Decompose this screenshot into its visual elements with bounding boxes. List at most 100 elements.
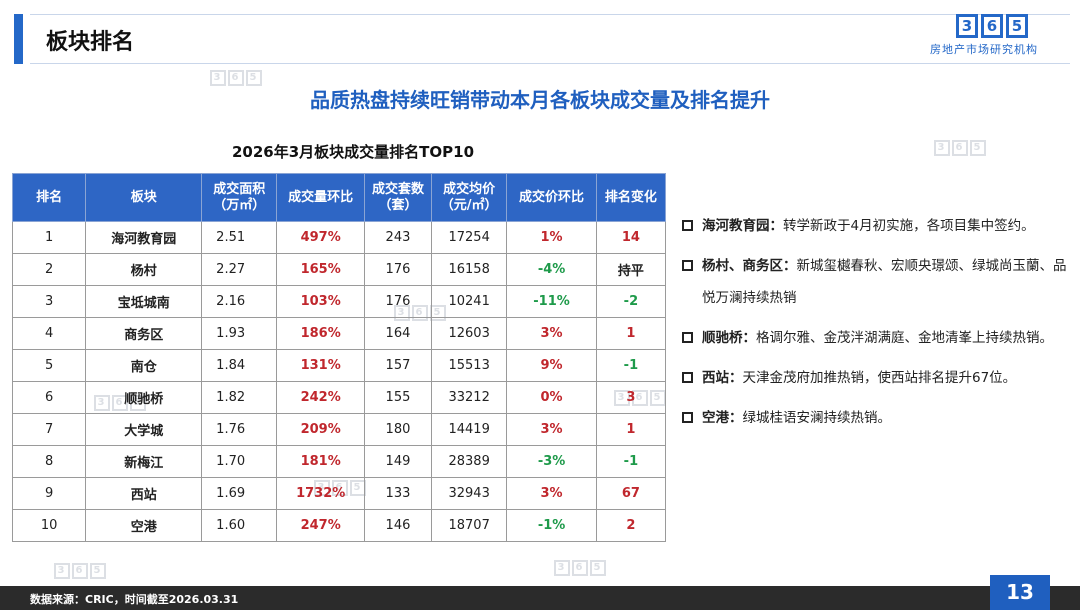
cell-block: 顺驰桥 — [85, 381, 203, 414]
table-header-cell: 成交均价 （元/㎡） — [431, 173, 508, 222]
cell-area: 1.69 — [201, 477, 278, 510]
cell-area: 2.27 — [201, 253, 278, 286]
cell-price: 15513 — [431, 349, 508, 382]
table-header-cell: 成交套数 （套） — [363, 173, 433, 222]
cell-area: 1.84 — [201, 349, 278, 382]
logo-digit: 5 — [1006, 14, 1028, 38]
cell-rank-change: -1 — [595, 349, 667, 382]
cell-price-mom: 1% — [506, 221, 597, 254]
table-row: 5 南仓 1.84 131% 157 15513 9% -1 — [11, 349, 667, 382]
table-row: 6 顺驰桥 1.82 242% 155 33212 0% 3 — [11, 381, 667, 414]
note-item: 顺驰桥：格调尔雅、金茂泮湖满庭、金地清峯上持续热销。 — [682, 322, 1072, 354]
cell-units: 146 — [363, 509, 433, 542]
cell-price-mom: 0% — [506, 381, 597, 414]
table-header-cell: 板块 — [85, 173, 203, 222]
note-text: 绿城桂语安澜持续热销。 — [742, 410, 892, 426]
note-label: 海河教育园： — [702, 218, 783, 234]
cell-vol-mom: 181% — [276, 445, 365, 478]
note-item: 海河教育园：转学新政于4月初实施，各项目集中签约。 — [682, 210, 1072, 242]
cell-block: 宝坻城南 — [85, 285, 203, 318]
cell-vol-mom: 1732% — [276, 477, 365, 510]
cell-price: 28389 — [431, 445, 508, 478]
cell-price: 16158 — [431, 253, 508, 286]
logo-number: 3 6 5 — [956, 14, 1060, 38]
cell-price: 12603 — [431, 317, 508, 350]
cell-block: 空港 — [85, 509, 203, 542]
ranking-table: 排名 板块 成交面积 （万㎡） 成交量环比 成交套数 （套） 成交均价 （元/㎡） 成交价环… — [11, 173, 667, 542]
table-row: 1 海河教育园 2.51 497% 243 17254 1% 14 — [11, 221, 667, 254]
note-label: 空港： — [702, 410, 743, 426]
cell-units: 155 — [363, 381, 433, 414]
cell-price: 33212 — [431, 381, 508, 414]
cell-rank: 1 — [11, 221, 87, 254]
note-text: 天津金茂府加推热销，使西站排名提升67位。 — [742, 370, 1017, 386]
cell-rank: 6 — [11, 381, 87, 414]
table-row: 7 大学城 1.76 209% 180 14419 3% 1 — [11, 413, 667, 446]
table-header-cell: 成交面积 （万㎡） — [201, 173, 278, 222]
cell-rank-change: -1 — [595, 445, 667, 478]
logo-digit: 3 — [956, 14, 978, 38]
cell-units: 157 — [363, 349, 433, 382]
cell-vol-mom: 247% — [276, 509, 365, 542]
cell-vol-mom: 242% — [276, 381, 365, 414]
cell-rank-change: 14 — [595, 221, 667, 254]
note-label: 杨村、商务区： — [702, 258, 797, 274]
checkbox-square-icon — [682, 332, 693, 343]
cell-area: 1.93 — [201, 317, 278, 350]
cell-rank-change: 67 — [595, 477, 667, 510]
cell-block: 杨村 — [85, 253, 203, 286]
cell-rank: 5 — [11, 349, 87, 382]
brand-logo: 3 6 5 房地产市场研究机构 — [930, 14, 1060, 62]
note-text: 格调尔雅、金茂泮湖满庭、金地清峯上持续热销。 — [756, 330, 1053, 346]
cell-rank: 4 — [11, 317, 87, 350]
header-frame — [30, 14, 1070, 64]
logo-text: 房地产市场研究机构 — [930, 43, 1038, 56]
checkbox-square-icon — [682, 372, 693, 383]
cell-price-mom: -11% — [506, 285, 597, 318]
cell-block: 南仓 — [85, 349, 203, 382]
cell-rank: 7 — [11, 413, 87, 446]
note-item: 空港：绿城桂语安澜持续热销。 — [682, 402, 1072, 434]
cell-block: 大学城 — [85, 413, 203, 446]
cell-rank: 3 — [11, 285, 87, 318]
cell-rank-change: 持平 — [595, 253, 667, 286]
cell-block: 商务区 — [85, 317, 203, 350]
cell-price-mom: 9% — [506, 349, 597, 382]
cell-price: 18707 — [431, 509, 508, 542]
table-body: 1 海河教育园 2.51 497% 243 17254 1% 14 2 杨村 2.27 165% 176… — [11, 221, 667, 542]
cell-price: 14419 — [431, 413, 508, 446]
cell-vol-mom: 186% — [276, 317, 365, 350]
checkbox-square-icon — [682, 220, 693, 231]
data-source: 数据来源：CRIC，时间截至2026.03.31 — [30, 593, 239, 606]
cell-units: 180 — [363, 413, 433, 446]
table-title: 2026年3月板块成交量排名TOP10 — [231, 143, 475, 161]
table-row: 9 西站 1.69 1732% 133 32943 3% 67 — [11, 477, 667, 510]
checkbox-square-icon — [682, 260, 693, 271]
table-row: 8 新梅江 1.70 181% 149 28389 -3% -1 — [11, 445, 667, 478]
logo-digit: 6 — [981, 14, 1003, 38]
cell-units: 133 — [363, 477, 433, 510]
cell-area: 2.51 — [201, 221, 278, 254]
cell-units: 164 — [363, 317, 433, 350]
table-header-cell: 排名 — [11, 173, 87, 222]
note-text: 转学新政于4月初实施，各项目集中签约。 — [783, 218, 1035, 234]
cell-vol-mom: 209% — [276, 413, 365, 446]
note-item: 西站：天津金茂府加推热销，使西站排名提升67位。 — [682, 362, 1072, 394]
cell-rank: 2 — [11, 253, 87, 286]
cell-area: 1.70 — [201, 445, 278, 478]
table-row: 2 杨村 2.27 165% 176 16158 -4% 持平 — [11, 253, 667, 286]
table-header-row: 排名 板块 成交面积 （万㎡） 成交量环比 成交套数 （套） 成交均价 （元/㎡） 成交价环… — [11, 173, 667, 222]
cell-rank-change: 1 — [595, 413, 667, 446]
cell-vol-mom: 497% — [276, 221, 365, 254]
cell-units: 176 — [363, 253, 433, 286]
table-row: 10 空港 1.60 247% 146 18707 -1% 2 — [11, 509, 667, 542]
cell-rank-change: 1 — [595, 317, 667, 350]
cell-rank: 10 — [11, 509, 87, 542]
page-title: 板块排名 — [46, 30, 135, 55]
cell-rank-change: 3 — [595, 381, 667, 414]
cell-block: 海河教育园 — [85, 221, 203, 254]
table-row: 4 商务区 1.93 186% 164 12603 3% 1 — [11, 317, 667, 350]
